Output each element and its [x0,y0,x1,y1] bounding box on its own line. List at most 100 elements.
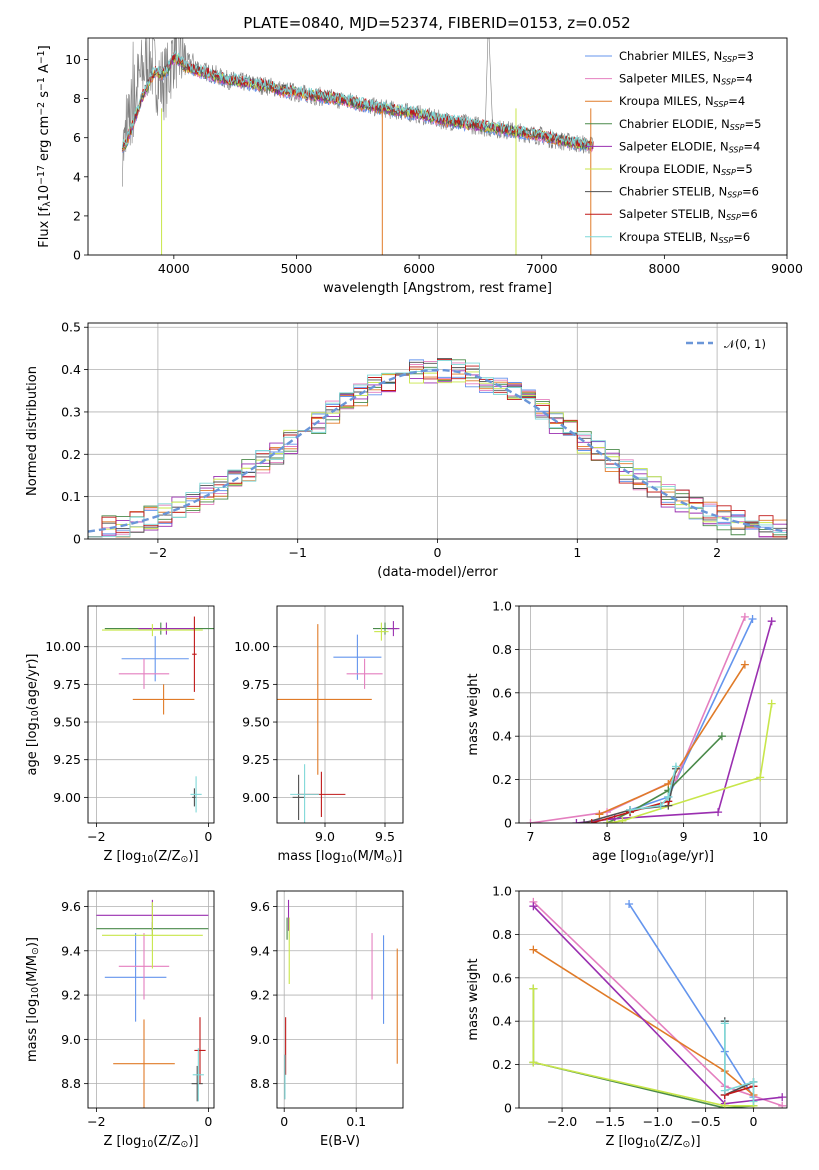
weight-line [532,988,754,1107]
weight-marker [529,902,538,911]
weight-marker [778,1093,787,1102]
panel-massweight-vs-age: 7 8 9 10 0 0.2 0.4 0.6 0.8 1.0 age [log10(age/yr)]… [466,599,788,865]
plot-area [102,616,214,813]
x-tick-label: 8 [603,829,611,844]
weight-line [724,1085,754,1096]
x-axis-label: Z [log10(Z/Z⊙)] [103,1134,198,1150]
y-tick-label: 0.6 [492,685,512,700]
legend-label: Chabrier ELODIE, NSSP=5 [619,117,761,132]
y-tick-label: 9.75 [53,677,81,692]
x-tick-label: 9.5 [375,829,395,844]
weight-marker [767,617,776,626]
x-axis-label: Z [log10(Z/Z⊙)] [103,849,198,865]
axes-frame [87,37,788,256]
x-tick-label: −2 [87,1114,105,1129]
plot-area [277,621,400,823]
y-tick-label: 4 [73,169,81,184]
x-tick-label: 5000 [281,261,313,276]
errorbar-point [192,1048,204,1102]
panel-mass-vs-Z: −2 0 8.8 9.0 9.2 9.4 9.6 Z [log10(Z/Z⊙)] mass [l… [25,890,215,1150]
weight-marker [529,1058,538,1067]
weight-line [532,988,754,1108]
x-axis-label: Z [log10(Z/Z⊙)] [605,1134,700,1150]
emission-spike [485,38,493,128]
x-tick-label: −2 [149,545,167,560]
model-spectrum [121,50,594,149]
y-tick-label: 0.2 [492,772,512,787]
y-axis-label: age [log10(age/yr)] [25,654,41,776]
weight-marker [740,612,749,621]
weight-marker [572,819,581,823]
weight-marker [580,819,589,823]
panel-residuals: −2 −1 0 1 2 0 0.1 0.2 0.3 0.4 0.5 (data-model)/erro… [25,320,788,580]
errorbar-point [290,764,319,823]
y-tick-label: 0 [73,532,81,547]
legend-label: Chabrier MILES, NSSP=3 [619,49,754,64]
errorbar-point [292,774,305,820]
x-tick-label: 1 [573,545,581,560]
x-tick-label: −2 [87,829,105,844]
x-axis-label: mass [log10(M/M⊙)] [278,849,403,865]
y-tick-label: 0.2 [492,1057,512,1072]
weight-line [629,766,677,811]
axes-frame [87,605,215,824]
weight-marker [625,900,634,909]
y-tick-label: 8.8 [250,1076,270,1091]
figure-title: PLATE=0840, MJD=52374, FIBERID=0153, z=0… [243,14,630,32]
x-tick-label: 0 [750,1114,758,1129]
axes-frame [276,890,404,1109]
weight-marker [720,1086,729,1095]
errorbar-point [132,684,195,715]
x-tick-label: 8000 [648,261,680,276]
y-tick-label: 8 [73,91,81,106]
weight-line [606,703,773,823]
y-axis-label: mass [log10(M/M⊙)] [25,937,41,1062]
y-tick-label: 9.00 [242,790,270,805]
weight-marker [778,1101,787,1108]
x-tick-label: 9.0 [315,829,335,844]
weight-marker [595,810,604,819]
weight-line [723,1023,755,1102]
x-axis-label: age [log10(age/yr)] [592,849,714,865]
errorbar-point [190,776,202,813]
legend-label: Salpeter ELODIE, NSSP=4 [619,139,760,154]
errorbar-point [138,622,195,635]
y-tick-label: 10.00 [234,639,270,654]
errorbar-point [102,624,203,637]
y-tick-label: 0.8 [492,642,512,657]
weight-line [576,620,773,823]
x-axis-label: E(B-V) [320,1134,360,1149]
errorbar-point [387,621,400,637]
legend-label: Chabrier STELIB, NSSP=6 [619,185,759,200]
weight-marker [603,819,612,823]
plot-area [96,899,209,1108]
weight-marker [756,773,765,782]
x-tick-label: 6000 [403,261,435,276]
y-tick-label: 9.50 [242,715,270,730]
y-tick-label: 0 [504,1101,512,1116]
y-tick-label: 9.00 [53,790,81,805]
legend-label: Salpeter MILES, NSSP=4 [619,72,753,87]
y-axis-label: mass weight [466,673,481,755]
weight-line [532,948,755,1096]
weight-marker [664,792,673,801]
weight-line [606,735,723,823]
panel-massweight-vs-Z: −2.0 −1.5 −1.0 −0.5 0 0 0.2 0.4 0.6 0.8 1.0 Z [log1… [466,884,788,1150]
y-axis-label: Flux [fλ10−17 erg cm−2 s−1 A−1] [36,45,53,247]
plot-area [529,897,787,1108]
errorbar-point [118,658,170,689]
x-tick-label: 9000 [771,261,803,276]
weight-line [629,618,754,811]
weight-marker [740,660,749,669]
y-tick-label: 10 [65,52,81,67]
y-tick-label: 9.25 [242,752,270,767]
x-tick-label: −1 [288,545,306,560]
axes-frame [518,890,788,1109]
y-tick-label: 0.4 [492,1014,512,1029]
x-tick-label: 7000 [526,261,558,276]
errorbar-point [192,616,197,692]
weight-marker [671,762,680,771]
plot-area [526,612,776,823]
weight-marker [720,1019,729,1028]
